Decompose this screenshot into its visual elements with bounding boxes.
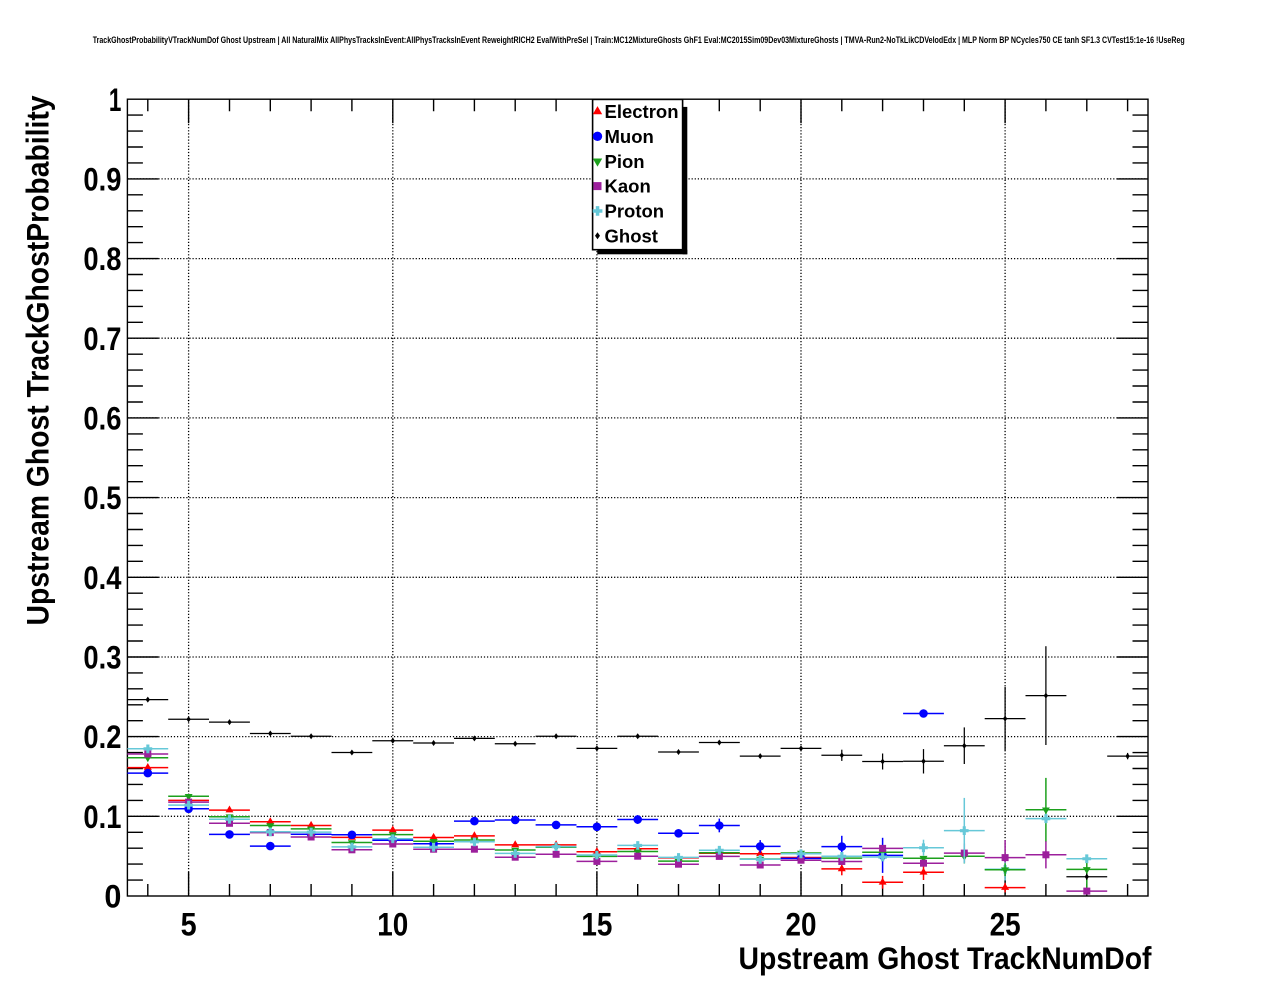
svg-text:TrackGhostProbabilityVTrackNum: TrackGhostProbabilityVTrackNumDof Ghost … xyxy=(93,35,1185,46)
svg-text:20: 20 xyxy=(786,907,817,943)
svg-text:0.1: 0.1 xyxy=(83,799,121,835)
svg-text:Proton: Proton xyxy=(605,201,665,222)
svg-text:Upstream Ghost TrackNumDof: Upstream Ghost TrackNumDof xyxy=(739,940,1152,976)
svg-text:0.2: 0.2 xyxy=(83,719,121,755)
svg-text:0.9: 0.9 xyxy=(83,162,121,198)
svg-text:Pion: Pion xyxy=(605,151,645,172)
svg-text:15: 15 xyxy=(581,907,612,943)
svg-text:Electron: Electron xyxy=(605,101,679,122)
svg-text:Ghost: Ghost xyxy=(605,225,658,246)
svg-text:25: 25 xyxy=(990,907,1021,943)
svg-text:0.4: 0.4 xyxy=(83,560,121,596)
svg-text:10: 10 xyxy=(377,907,408,943)
svg-text:1: 1 xyxy=(109,82,122,118)
svg-text:0.3: 0.3 xyxy=(83,640,121,676)
svg-text:0.8: 0.8 xyxy=(83,241,121,277)
svg-text:0.5: 0.5 xyxy=(83,480,121,516)
svg-text:Upstream Ghost TrackGhostProba: Upstream Ghost TrackGhostProbability xyxy=(20,95,56,625)
svg-text:Kaon: Kaon xyxy=(605,176,651,197)
svg-text:0: 0 xyxy=(104,879,121,915)
svg-text:0.6: 0.6 xyxy=(83,401,121,437)
svg-text:5: 5 xyxy=(181,907,197,943)
svg-text:Muon: Muon xyxy=(605,126,654,147)
svg-text:0.7: 0.7 xyxy=(83,321,121,357)
